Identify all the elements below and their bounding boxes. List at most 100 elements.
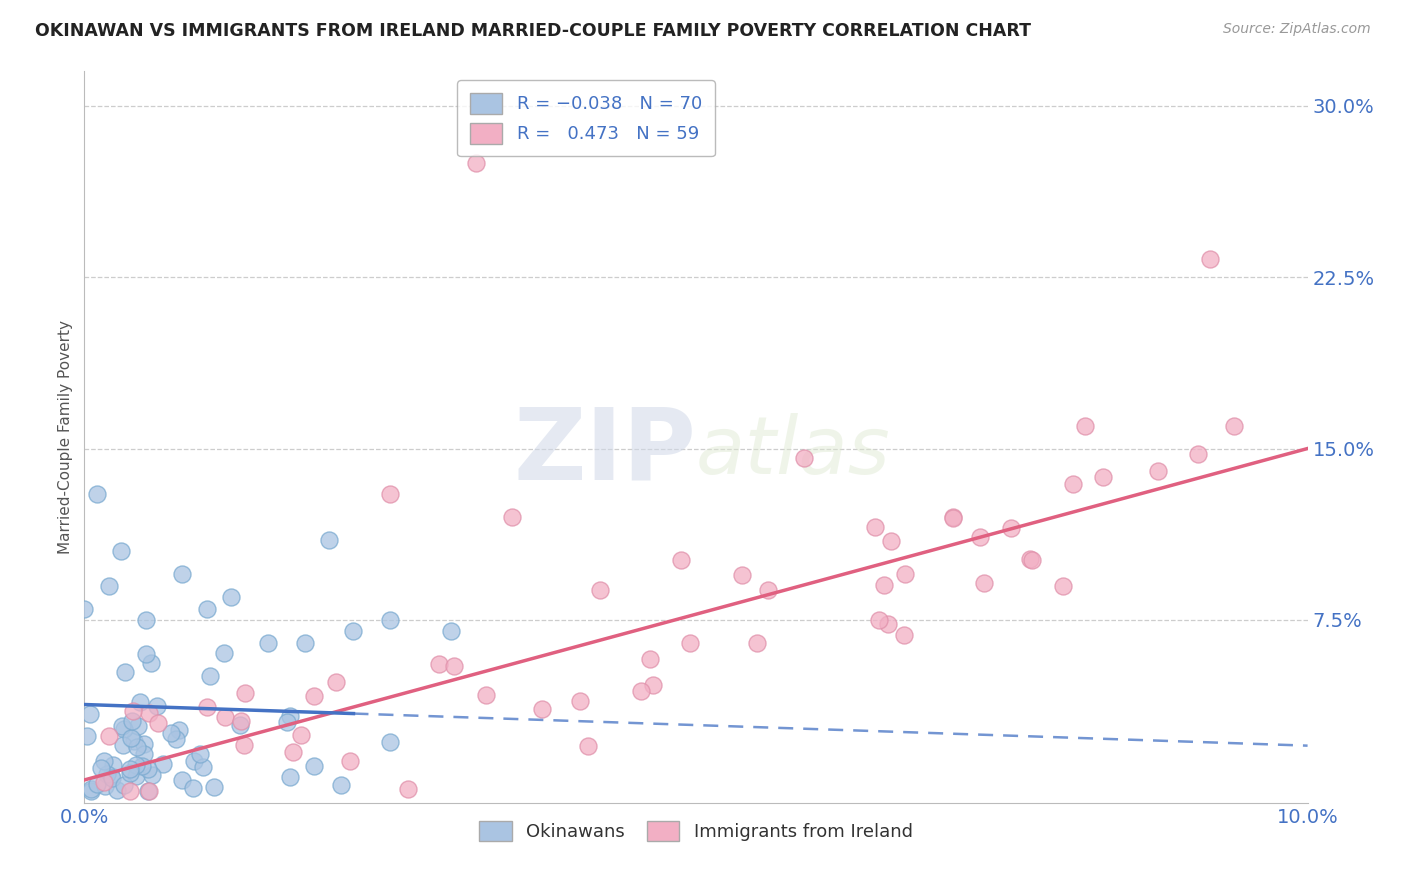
Point — [1000, 521, 1022, 535]
Point — [1073, 418, 1095, 433]
Point — [181, 781, 204, 796]
Point — [136, 762, 159, 776]
Point — [1091, 470, 1114, 484]
Point — [640, 651, 662, 665]
Point — [758, 582, 780, 597]
Point — [880, 534, 903, 549]
Point — [212, 647, 235, 661]
Point — [630, 684, 652, 698]
Point — [229, 718, 252, 732]
Point — [94, 779, 117, 793]
Point — [257, 636, 280, 650]
Point — [893, 566, 915, 581]
Point — [112, 723, 135, 737]
Point — [325, 674, 347, 689]
Point — [122, 705, 145, 719]
Point — [195, 601, 218, 615]
Point — [132, 747, 155, 762]
Point — [873, 577, 896, 591]
Point — [380, 487, 402, 501]
Point — [152, 757, 174, 772]
Legend: Okinawans, Immigrants from Ireland: Okinawans, Immigrants from Ireland — [472, 814, 920, 848]
Point — [97, 729, 120, 743]
Text: atlas: atlas — [696, 413, 891, 491]
Point — [90, 761, 112, 775]
Point — [202, 780, 225, 795]
Text: ZIP: ZIP — [513, 403, 696, 500]
Point — [576, 739, 599, 753]
Point — [135, 647, 157, 661]
Point — [318, 533, 340, 547]
Point — [339, 754, 361, 768]
Point — [502, 510, 524, 524]
Point — [589, 582, 612, 597]
Point — [793, 451, 815, 466]
Point — [129, 694, 152, 708]
Point — [380, 735, 402, 749]
Point — [79, 706, 101, 721]
Point — [138, 784, 160, 798]
Point — [96, 767, 118, 781]
Point — [170, 773, 193, 788]
Point — [278, 770, 301, 784]
Point — [131, 759, 153, 773]
Point — [569, 694, 592, 708]
Point — [93, 754, 115, 768]
Point — [1052, 579, 1074, 593]
Point — [125, 740, 148, 755]
Point — [188, 747, 211, 761]
Point — [865, 520, 887, 534]
Point — [138, 706, 160, 720]
Point — [443, 659, 465, 673]
Text: Source: ZipAtlas.com: Source: ZipAtlas.com — [1223, 22, 1371, 37]
Point — [136, 784, 159, 798]
Point — [122, 733, 145, 747]
Point — [1198, 252, 1220, 266]
Point — [969, 530, 991, 544]
Point — [278, 708, 301, 723]
Point — [1187, 447, 1209, 461]
Point — [198, 669, 221, 683]
Point — [427, 657, 450, 671]
Point — [172, 567, 194, 582]
Point — [1147, 464, 1170, 478]
Point — [80, 782, 103, 797]
Point — [112, 778, 135, 792]
Point — [643, 678, 665, 692]
Point — [530, 702, 553, 716]
Point — [294, 636, 316, 650]
Point — [100, 769, 122, 783]
Point — [475, 688, 498, 702]
Point — [214, 710, 236, 724]
Point — [330, 778, 353, 792]
Point — [110, 544, 132, 558]
Point — [118, 766, 141, 780]
Point — [233, 738, 256, 752]
Point — [1019, 551, 1042, 566]
Point — [165, 732, 187, 747]
Point — [86, 487, 108, 501]
Point — [120, 731, 142, 745]
Point — [118, 784, 141, 798]
Point — [112, 738, 135, 752]
Text: OKINAWAN VS IMMIGRANTS FROM IRELAND MARRIED-COUPLE FAMILY POVERTY CORRELATION CH: OKINAWAN VS IMMIGRANTS FROM IRELAND MARR… — [35, 22, 1031, 40]
Point — [283, 745, 305, 759]
Point — [76, 729, 98, 743]
Point — [276, 715, 298, 730]
Point — [80, 784, 103, 798]
Point — [893, 628, 915, 642]
Point — [290, 728, 312, 742]
Point — [103, 758, 125, 772]
Point — [93, 774, 115, 789]
Point — [380, 613, 402, 627]
Point — [105, 782, 128, 797]
Point — [125, 757, 148, 772]
Point — [159, 725, 181, 739]
Point — [464, 155, 486, 169]
Point — [233, 686, 256, 700]
Point — [146, 698, 169, 713]
Point — [97, 579, 120, 593]
Point — [877, 617, 900, 632]
Point — [125, 769, 148, 783]
Point — [302, 689, 325, 703]
